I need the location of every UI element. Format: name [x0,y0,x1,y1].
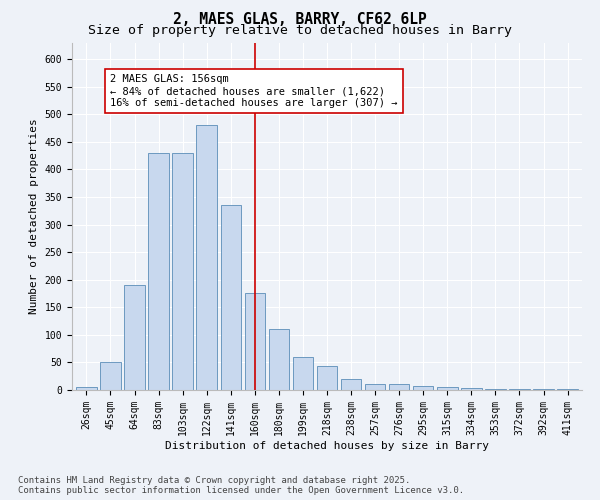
Text: 2, MAES GLAS, BARRY, CF62 6LP: 2, MAES GLAS, BARRY, CF62 6LP [173,12,427,26]
Bar [100,362,121,390]
Y-axis label: Number of detached properties: Number of detached properties [29,118,39,314]
Bar [269,330,289,390]
Bar [389,384,409,390]
Text: 2 MAES GLAS: 156sqm
← 84% of detached houses are smaller (1,622)
16% of semi-det: 2 MAES GLAS: 156sqm ← 84% of detached ho… [110,74,398,108]
Bar [461,388,482,390]
Bar [365,384,385,390]
Bar [172,153,193,390]
Text: Contains HM Land Registry data © Crown copyright and database right 2025.
Contai: Contains HM Land Registry data © Crown c… [18,476,464,495]
Text: Size of property relative to detached houses in Barry: Size of property relative to detached ho… [88,24,512,37]
X-axis label: Distribution of detached houses by size in Barry: Distribution of detached houses by size … [165,440,489,450]
Bar [317,366,337,390]
Bar [148,153,169,390]
Bar [124,285,145,390]
Bar [437,387,458,390]
Bar [485,389,506,390]
Bar [293,357,313,390]
Bar [76,387,97,390]
Bar [413,386,433,390]
Bar [341,379,361,390]
Bar [245,294,265,390]
Bar [221,205,241,390]
Bar [196,125,217,390]
Bar [509,389,530,390]
